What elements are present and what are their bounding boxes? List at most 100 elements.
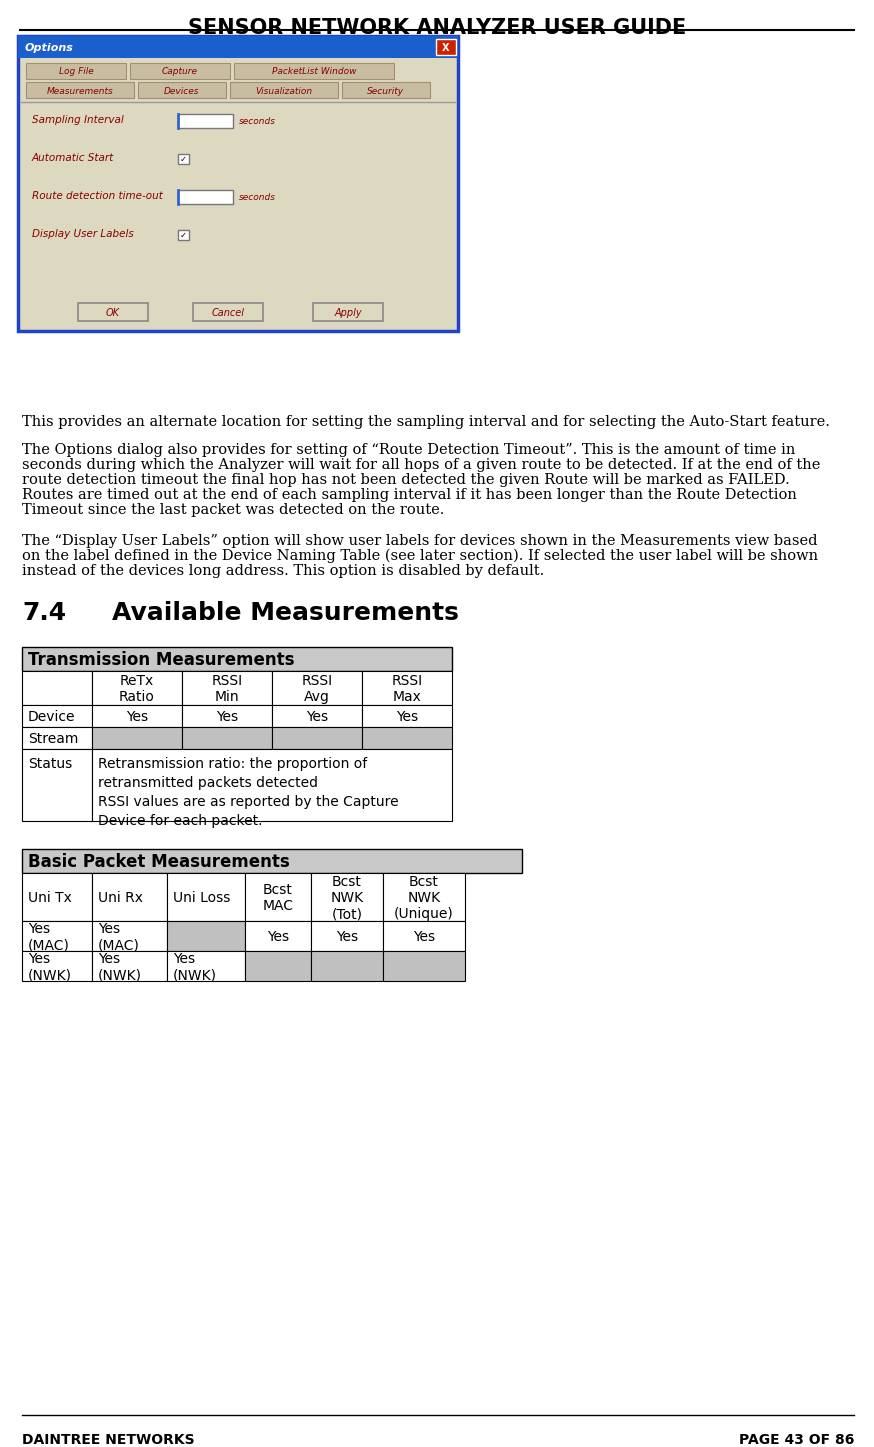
Text: SENSOR NETWORK ANALYZER USER GUIDE: SENSOR NETWORK ANALYZER USER GUIDE (188, 17, 686, 38)
Bar (272, 726, 362, 750)
Text: Basic Packet Measurements: Basic Packet Measurements (28, 852, 290, 871)
Text: DAINTREE NETWORKS: DAINTREE NETWORKS (22, 1433, 195, 1447)
Bar (311, 873, 383, 920)
Bar (22, 873, 92, 920)
Bar (362, 671, 452, 705)
Text: Apply: Apply (334, 308, 362, 318)
Bar (22, 671, 92, 705)
Text: Route detection time-out: Route detection time-out (32, 191, 163, 201)
Text: Security: Security (367, 87, 405, 96)
Bar (193, 302, 263, 321)
Text: Retransmission ratio: the proportion of
retransmitted packets detected
RSSI valu: Retransmission ratio: the proportion of … (98, 757, 399, 828)
Text: Devices: Devices (164, 87, 200, 96)
Bar (342, 82, 430, 98)
Text: Bcst
MAC: Bcst MAC (262, 883, 294, 913)
Text: 7.4: 7.4 (22, 601, 66, 625)
Bar (22, 726, 92, 750)
Bar (18, 36, 458, 331)
Bar (22, 920, 92, 951)
Bar (22, 849, 522, 873)
Bar (182, 726, 272, 750)
Text: Yes
(NWK): Yes (NWK) (28, 952, 72, 983)
Bar (234, 64, 394, 80)
Text: Yes
(MAC): Yes (MAC) (98, 922, 140, 952)
Text: seconds during which the Analyzer will wait for all hops of a given route to be : seconds during which the Analyzer will w… (22, 459, 821, 472)
Bar (26, 82, 134, 98)
Text: Yes: Yes (267, 930, 289, 943)
Text: OK: OK (106, 308, 120, 318)
Bar (22, 951, 92, 981)
Text: Capture: Capture (162, 68, 198, 77)
Text: seconds: seconds (239, 192, 276, 201)
Text: Display User Labels: Display User Labels (32, 229, 134, 239)
Text: Yes
(NWK): Yes (NWK) (173, 952, 217, 983)
Bar (92, 671, 182, 705)
Text: Yes: Yes (216, 710, 238, 724)
Text: This provides an alternate location for setting the sampling interval and for se: This provides an alternate location for … (22, 415, 830, 428)
Text: ✓: ✓ (180, 230, 187, 240)
Text: Cancel: Cancel (212, 308, 245, 318)
Bar (178, 230, 189, 240)
Bar (167, 951, 245, 981)
Text: Automatic Start: Automatic Start (32, 153, 114, 164)
Text: X: X (442, 43, 450, 54)
Bar (182, 671, 272, 705)
Bar (167, 920, 245, 951)
Text: seconds: seconds (239, 117, 276, 126)
Text: Bcst
NWK
(Tot): Bcst NWK (Tot) (330, 875, 364, 922)
Bar (311, 951, 383, 981)
Bar (22, 705, 92, 726)
Bar (436, 39, 456, 55)
Text: RSSI
Max: RSSI Max (392, 674, 422, 705)
Bar (311, 920, 383, 951)
Text: instead of the devices long address. This option is disabled by default.: instead of the devices long address. Thi… (22, 564, 545, 577)
Bar (167, 873, 245, 920)
Text: Uni Tx: Uni Tx (28, 891, 72, 904)
Bar (362, 726, 452, 750)
Bar (245, 873, 311, 920)
Text: PacketList Window: PacketList Window (272, 68, 357, 77)
Text: Transmission Measurements: Transmission Measurements (28, 651, 295, 669)
Text: Available Measurements: Available Measurements (112, 601, 459, 625)
Bar (272, 705, 362, 726)
Text: ReTx
Ratio: ReTx Ratio (119, 674, 155, 705)
Bar (362, 705, 452, 726)
Text: Yes: Yes (396, 710, 418, 724)
Text: Yes
(MAC): Yes (MAC) (28, 922, 70, 952)
Bar (178, 190, 233, 204)
Text: Bcst
NWK
(Unique): Bcst NWK (Unique) (394, 875, 454, 922)
Bar (92, 705, 182, 726)
Text: Status: Status (28, 757, 73, 771)
Bar (78, 302, 148, 321)
Bar (178, 114, 233, 127)
Text: RSSI
Avg: RSSI Avg (302, 674, 333, 705)
Text: The “Display User Labels” option will show user labels for devices shown in the : The “Display User Labels” option will sh… (22, 534, 817, 548)
Bar (18, 36, 458, 58)
Text: Visualization: Visualization (255, 87, 313, 96)
Text: Yes: Yes (126, 710, 148, 724)
Bar (272, 671, 362, 705)
Bar (182, 705, 272, 726)
Bar (313, 302, 383, 321)
Text: Log File: Log File (59, 68, 94, 77)
Text: Device: Device (28, 710, 75, 724)
Text: Yes
(NWK): Yes (NWK) (98, 952, 142, 983)
Bar (26, 64, 126, 80)
Bar (230, 82, 338, 98)
Bar (92, 726, 182, 750)
Text: RSSI
Min: RSSI Min (212, 674, 243, 705)
Bar (92, 750, 452, 820)
Text: Stream: Stream (28, 732, 79, 747)
Bar (22, 750, 92, 820)
Bar (383, 920, 465, 951)
Bar (92, 951, 167, 981)
Text: Measurements: Measurements (46, 87, 114, 96)
Bar (130, 64, 230, 80)
Text: Yes: Yes (413, 930, 435, 943)
Text: Uni Rx: Uni Rx (98, 891, 143, 904)
Text: Timeout since the last packet was detected on the route.: Timeout since the last packet was detect… (22, 504, 444, 517)
Bar (92, 920, 167, 951)
Text: The Options dialog also provides for setting of “Route Detection Timeout”. This : The Options dialog also provides for set… (22, 443, 795, 457)
Text: Yes: Yes (306, 710, 328, 724)
Text: ✓: ✓ (180, 155, 187, 164)
